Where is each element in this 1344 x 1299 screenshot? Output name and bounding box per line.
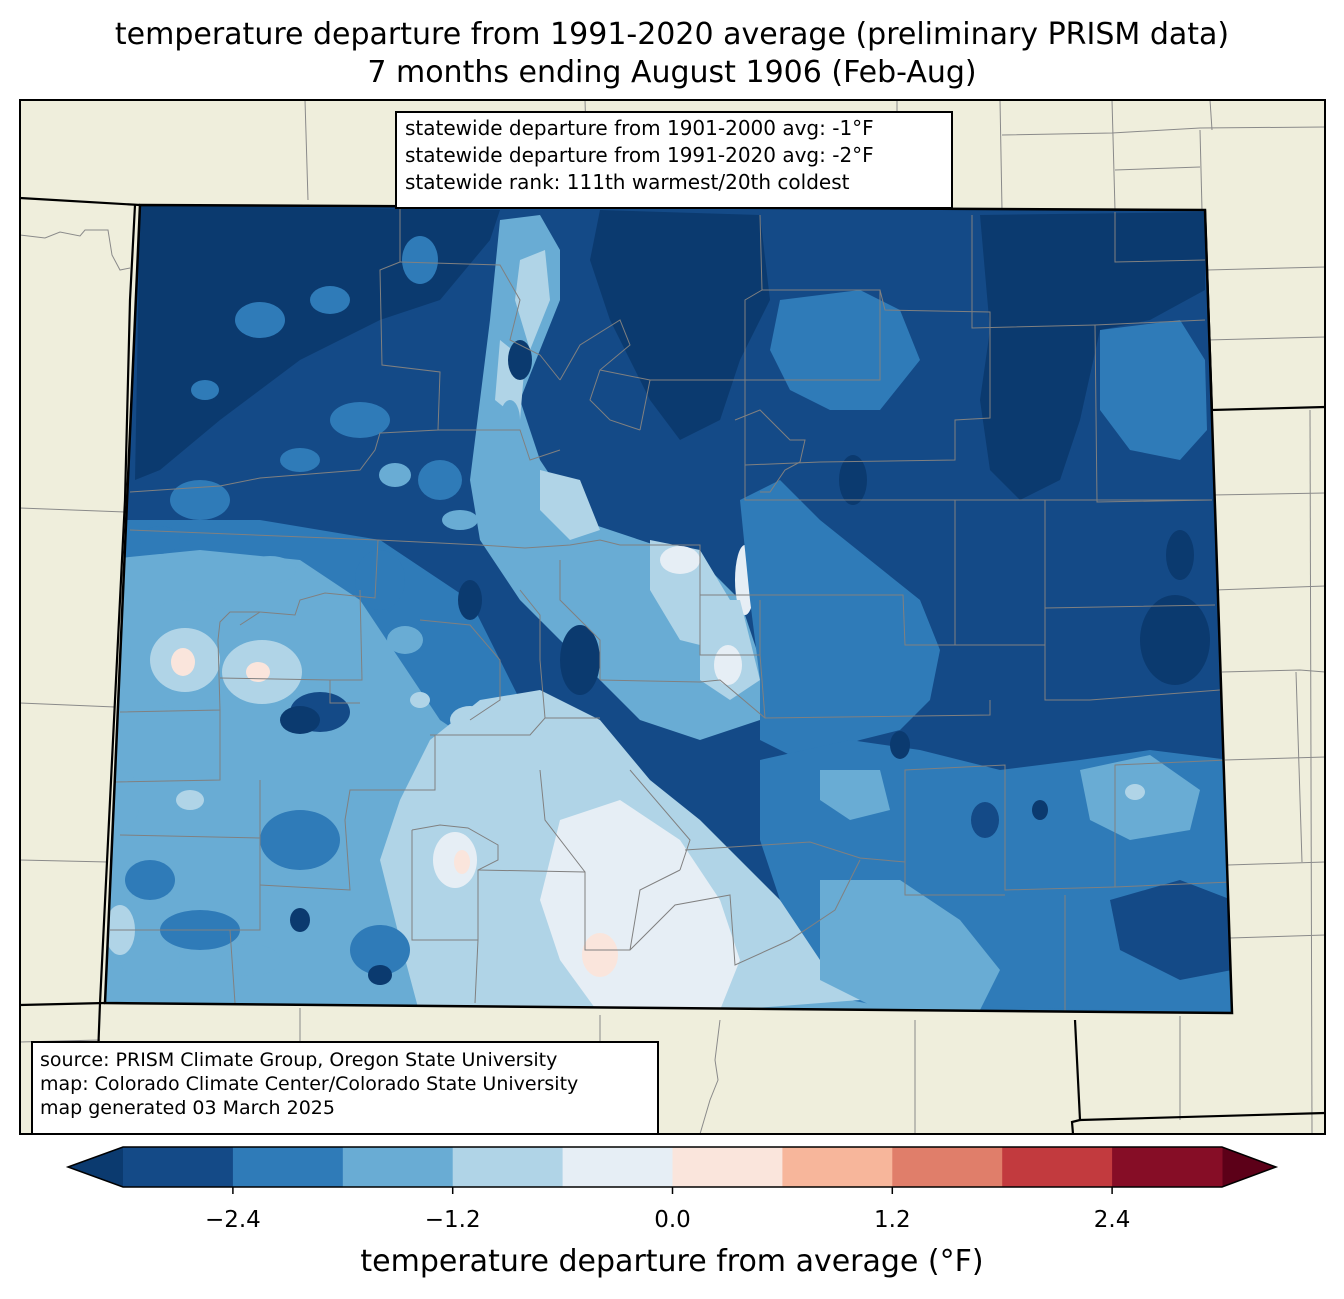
colorbar-swatch — [452, 1147, 564, 1187]
colorbar-tick-label: −1.2 — [424, 1207, 481, 1233]
colorbar — [65, 1146, 1279, 1194]
temperature-field — [105, 205, 1232, 1013]
colorbar-swatch — [123, 1147, 234, 1187]
colorbar-outline — [65, 1146, 1279, 1188]
county-borders — [110, 205, 1231, 1012]
colorbar-extend-max — [1222, 1147, 1276, 1187]
source-box: source: PRISM Climate Group, Oregon Stat… — [31, 1041, 659, 1135]
colorbar-swatch — [562, 1147, 673, 1187]
colorbar-tick-label: 1.2 — [874, 1207, 911, 1233]
colorbar-extend-min — [68, 1147, 123, 1187]
stats-departure-1991-2020: statewide departure from 1991-2020 avg: … — [405, 143, 874, 167]
colorbar-swatch — [232, 1147, 344, 1187]
map-credit-line: map: Colorado Climate Center/Colorado St… — [40, 1073, 579, 1095]
colorbar-swatch — [1112, 1147, 1223, 1187]
colorbar-swatch — [1002, 1147, 1113, 1187]
map-title-line2: 7 months ending August 1906 (Feb-Aug) — [367, 55, 977, 90]
generated-date-line: map generated 03 March 2025 — [40, 1097, 335, 1119]
stats-rank: statewide rank: 111th warmest/20th colde… — [405, 170, 850, 194]
colorbar-label: temperature departure from average (°F) — [360, 1244, 984, 1279]
colorbar-swatch — [892, 1147, 1003, 1187]
colorbar-tick-label: 0.0 — [654, 1207, 691, 1233]
statewide-stats-box: statewide departure from 1901-2000 avg: … — [395, 111, 953, 209]
colorbar-swatch — [672, 1147, 783, 1187]
colorbar-swatch — [342, 1147, 454, 1187]
colorbar-tick-label: 2.4 — [1093, 1207, 1131, 1233]
colorbar-swatch — [782, 1147, 893, 1187]
stats-departure-1901-2000: statewide departure from 1901-2000 avg: … — [405, 116, 874, 140]
colorbar-tick-label: −2.4 — [204, 1207, 261, 1233]
source-line: source: PRISM Climate Group, Oregon Stat… — [40, 1049, 558, 1071]
map-title-line1: temperature departure from 1991-2020 ave… — [114, 17, 1230, 52]
